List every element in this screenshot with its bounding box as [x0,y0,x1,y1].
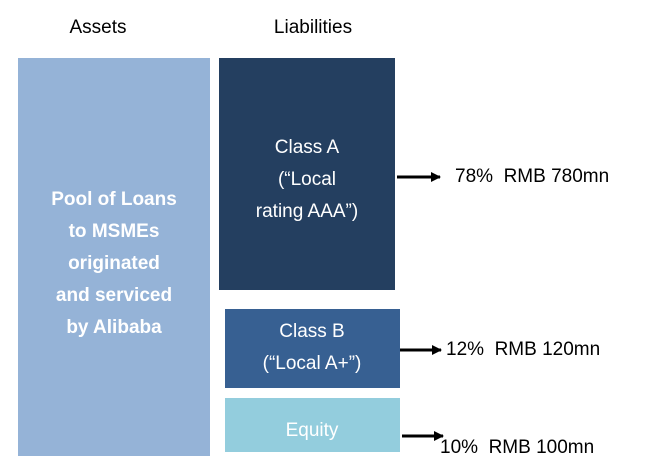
liability-label: (“Local A+”) [263,353,362,374]
allocation-label: 10% RMB 100mn [440,437,594,458]
liability-label: Class A [275,137,340,158]
allocation-label: 12% RMB 120mn [446,339,600,360]
assets-label: originated [68,253,160,274]
assets-label: Pool of Loans [51,189,177,210]
assets-header: Assets [69,17,126,38]
assets-label: to MSMEs [69,221,160,242]
assets-label: by Alibaba [66,317,162,338]
assets-label: and serviced [56,285,172,306]
class-a-box [219,58,395,290]
liability-label: Equity [286,420,339,441]
liability-label: Class B [279,321,344,342]
class-b-box [225,309,400,388]
allocation-label: 78% RMB 780mn [455,166,609,187]
liability-label: rating AAA”) [256,201,358,222]
liabilities-header: Liabilities [274,17,352,38]
assets-box [18,58,210,456]
liability-label: (“Local [278,169,336,190]
equity-box [225,398,400,452]
